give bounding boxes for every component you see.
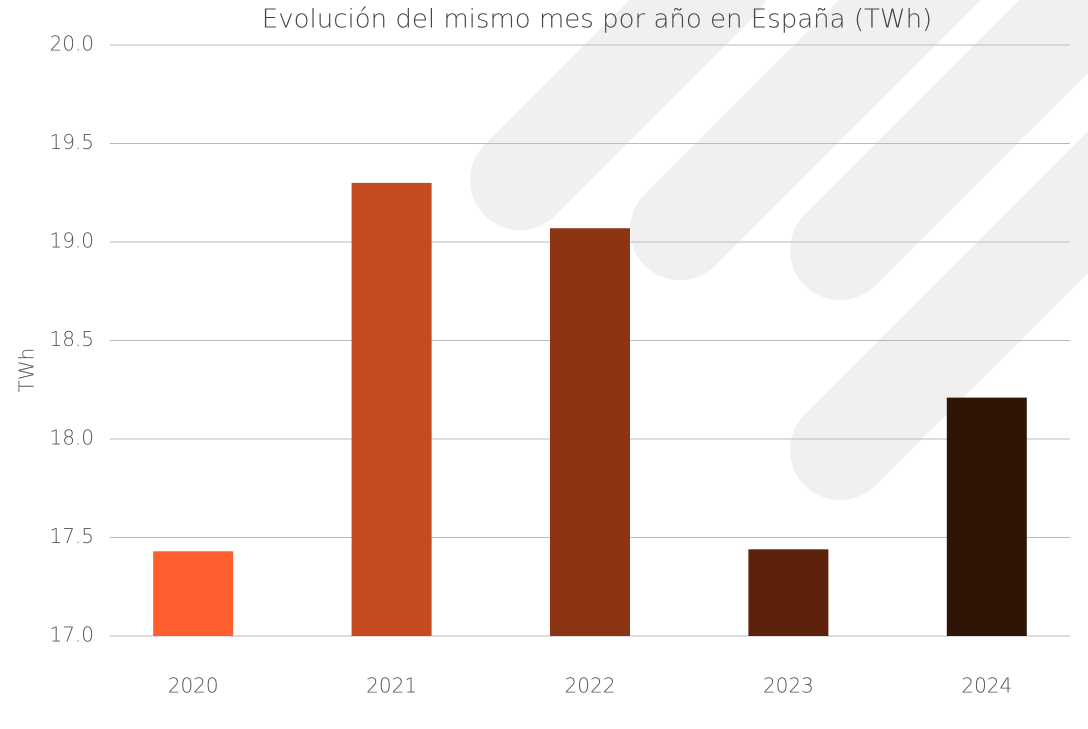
x-tick-label: 2020 [168,674,219,698]
y-tick-label: 19.0 [49,229,94,253]
bar [352,183,432,636]
bar [947,398,1027,636]
y-tick-label: 17.5 [49,524,94,548]
y-axis-label: TWh [15,348,39,393]
x-tick-label: 2023 [763,674,814,698]
bar [748,549,828,636]
chart: Evolución del mismo mes por año en Españ… [0,0,1088,729]
y-tick-label: 18.0 [49,426,94,450]
y-tick-label: 17.0 [49,623,94,647]
chart-title: Evolución del mismo mes por año en Españ… [262,5,932,35]
x-tick-label: 2024 [961,674,1012,698]
bar [550,228,630,636]
x-tick-label: 2022 [565,674,616,698]
y-tick-label: 18.5 [49,327,94,351]
x-tick-label: 2021 [366,674,417,698]
bar [153,551,233,636]
y-tick-label: 19.5 [49,130,94,154]
y-tick-label: 20.0 [49,32,94,56]
